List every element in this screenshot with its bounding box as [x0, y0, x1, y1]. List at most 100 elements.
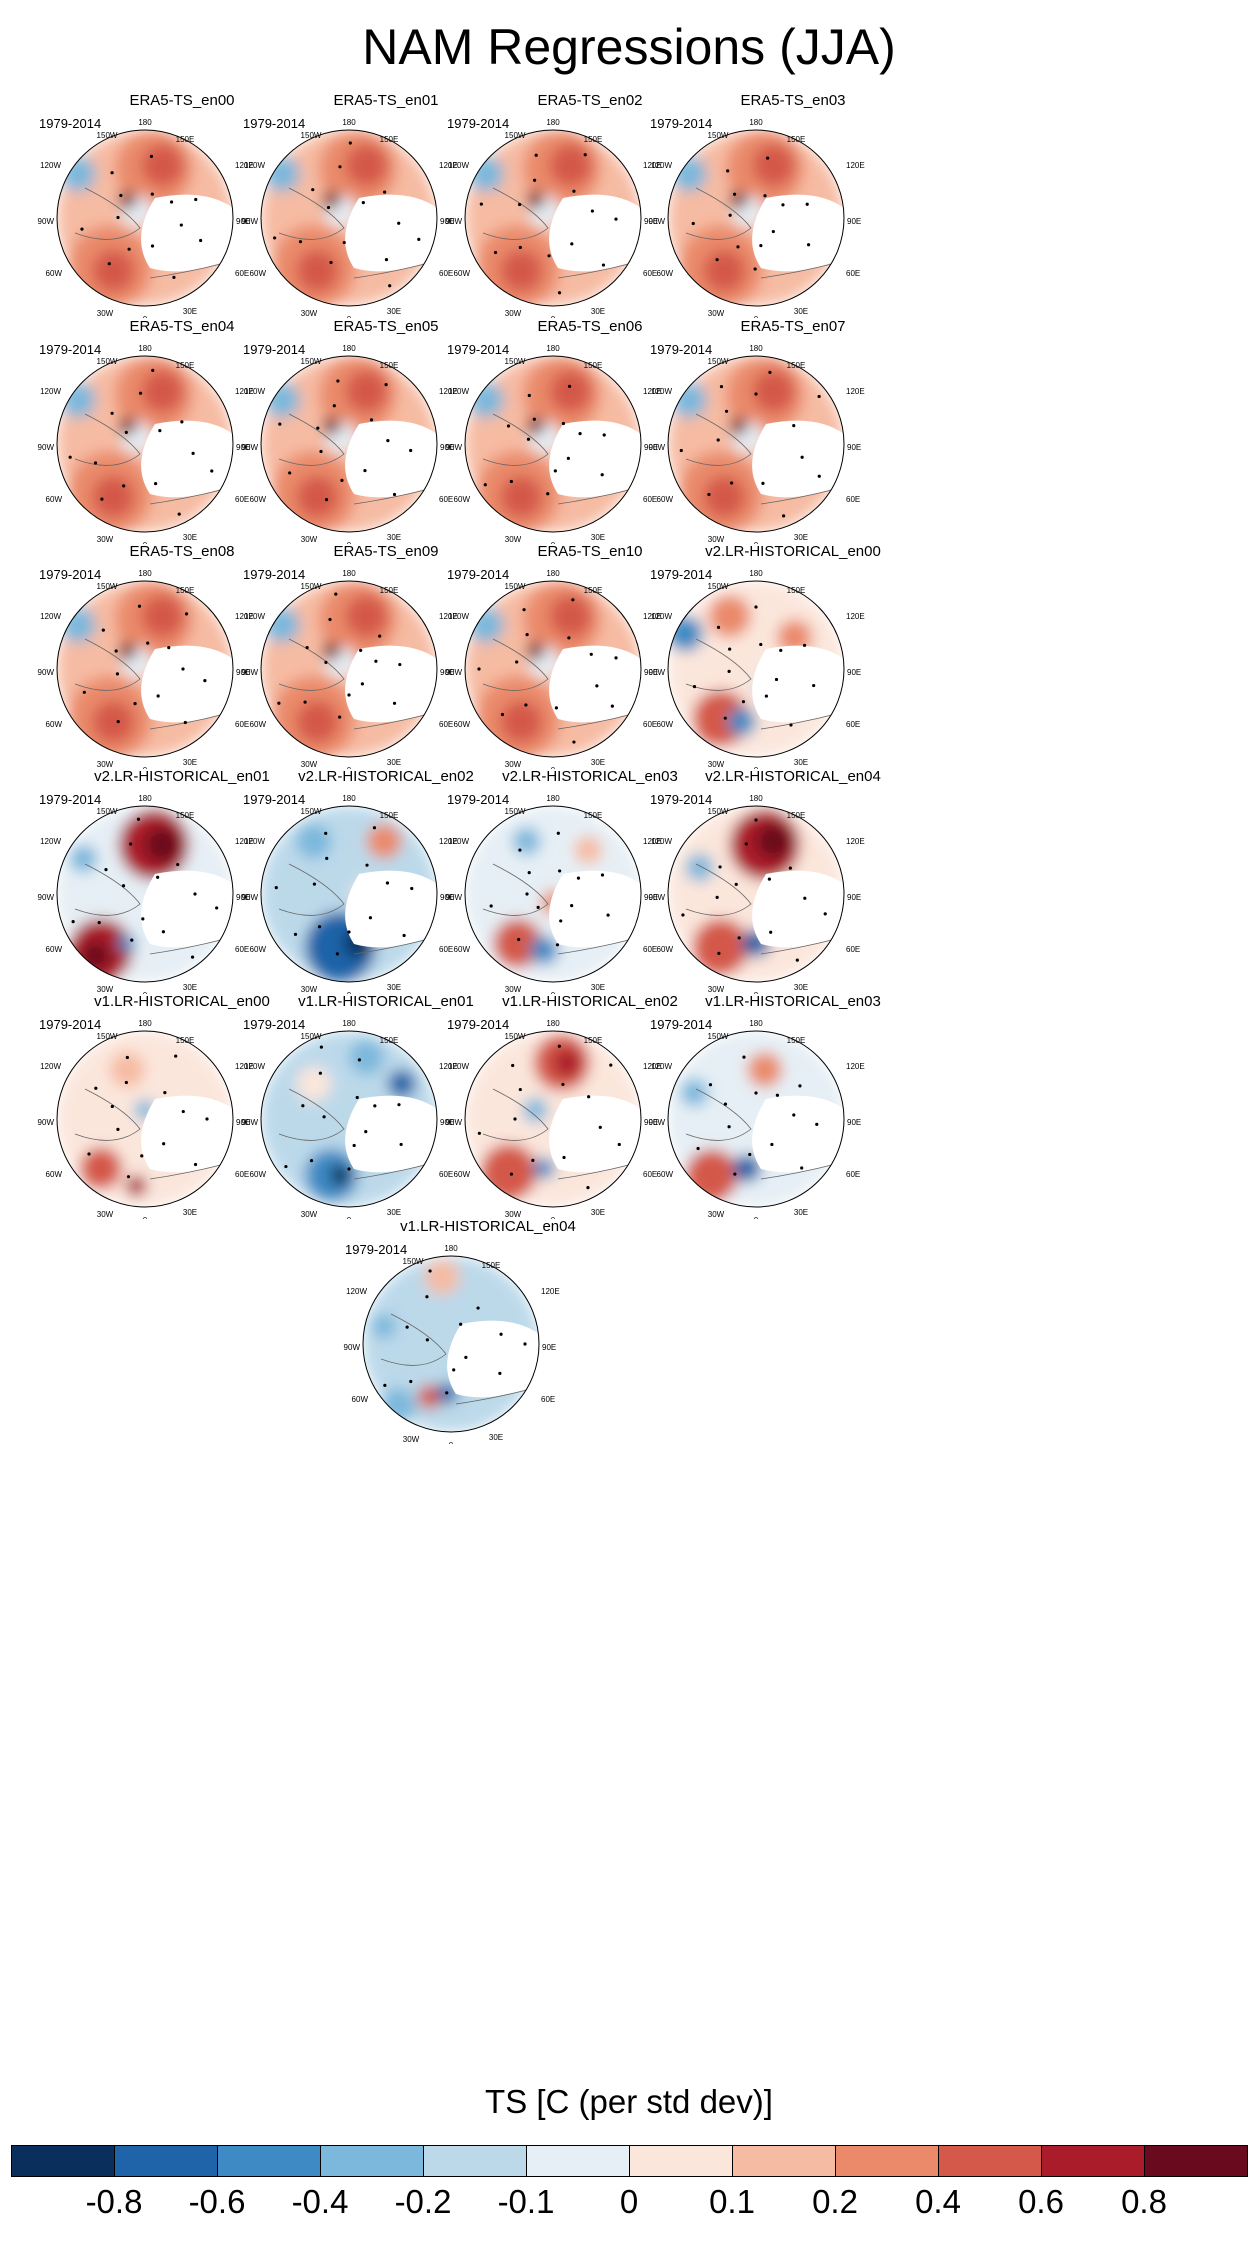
significance-dot [116, 719, 120, 724]
longitude-label: 150E [787, 811, 806, 820]
map-panel: v1.LR-HISTORICAL_en00 1979-2014 180 150W 150… [35, 993, 329, 1293]
longitude-label: 60E [439, 945, 453, 954]
significance-dot [781, 203, 785, 207]
panel-title: ERA5-TS_en01 [333, 92, 439, 109]
significance-dot [477, 1131, 481, 1135]
map-border [667, 129, 845, 307]
significance-dot [696, 1146, 700, 1151]
significance-dot [136, 817, 141, 821]
significance-dot [748, 1152, 752, 1157]
anomaly-blob [380, 1388, 416, 1424]
significance-dot [536, 905, 540, 909]
longitude-label: 90E [440, 668, 454, 677]
significance-dot [817, 394, 821, 399]
ocean-region [345, 870, 437, 948]
panel-period: 1979-2014 [243, 567, 306, 582]
panel-title: v2.LR-HISTORICAL_en01 [94, 768, 270, 785]
significance-dot [409, 1379, 413, 1384]
anomaly-blob [141, 144, 184, 187]
longitude-label: 90E [542, 1343, 556, 1352]
significance-dot [595, 684, 599, 688]
anomaly-blob [92, 249, 135, 292]
longitude-label: 120E [541, 1287, 560, 1296]
anomaly-blob [526, 642, 545, 661]
longitude-label: 30W [301, 760, 318, 769]
longitude-label: 120E [846, 161, 865, 170]
significance-dot [328, 617, 332, 622]
significance-dot [364, 1130, 368, 1134]
significance-dot [363, 468, 367, 473]
significance-dot [365, 863, 369, 867]
longitude-label: 90E [440, 1118, 454, 1127]
longitude-label: 60E [439, 1170, 453, 1179]
longitude-label: 120W [40, 1062, 61, 1071]
significance-dot [734, 882, 738, 886]
map-border [362, 1255, 540, 1433]
significance-dot [500, 712, 505, 717]
longitude-label: 120E [846, 612, 865, 621]
longitude-label: 60W [657, 720, 674, 729]
significance-dot [770, 1142, 774, 1147]
anomaly-blob [387, 1069, 416, 1098]
longitude-label: 90W [38, 1118, 55, 1127]
longitude-label: 120E [235, 837, 254, 846]
significance-dot [425, 1338, 429, 1342]
longitude-label: 120E [643, 837, 662, 846]
significance-dot [561, 1082, 565, 1086]
longitude-label: 90E [644, 668, 658, 677]
significance-dot [374, 659, 378, 663]
longitude-label: 90E [236, 217, 250, 226]
panel-title: v1.LR-HISTORICAL_en03 [705, 993, 881, 1010]
ocean-region [752, 420, 844, 498]
significance-dot [110, 171, 114, 175]
longitude-label: 0 [347, 991, 352, 994]
anomaly-blob [523, 1097, 548, 1123]
significance-dot [718, 865, 722, 869]
significance-dot [301, 1104, 305, 1108]
colorbar-tick-label: -0.8 [85, 2183, 143, 2220]
significance-dot [127, 247, 131, 251]
panel-period: 1979-2014 [650, 567, 713, 582]
anomaly-blob [727, 707, 756, 736]
significance-dot [572, 740, 576, 744]
colorbar-tick-label: -0.2 [394, 2183, 452, 2220]
longitude-label: 150E [584, 1036, 603, 1045]
longitude-label: 30W [97, 760, 114, 769]
significance-dot [583, 153, 587, 157]
significance-dot [567, 384, 572, 388]
significance-dot [316, 426, 320, 430]
longitude-label: 90W [649, 1118, 666, 1127]
panel-title: v1.LR-HISTORICAL_en00 [94, 993, 270, 1010]
map-border [56, 805, 234, 983]
significance-dot [792, 423, 796, 428]
longitude-label: 150W [97, 357, 118, 366]
map-panel: ERA5-TS_en07 1979-2014 180 150W 150E 120W 120E… [646, 318, 940, 618]
significance-dot [518, 1087, 522, 1092]
colorbar-swatch [629, 2145, 733, 2177]
significance-dot [121, 884, 126, 888]
polar-map: 180 150W 150E 120W 120E 90W 90E 60W 60E 30W 30E 0 [242, 344, 458, 544]
longitude-label: 0 [551, 991, 556, 994]
significance-dot [378, 634, 382, 638]
panel-title: ERA5-TS_en06 [537, 318, 643, 335]
panel-period: 1979-2014 [39, 792, 102, 807]
significance-dot [399, 1142, 403, 1147]
longitude-label: 90W [242, 893, 259, 902]
ocean-region [345, 194, 437, 272]
significance-dot [525, 892, 529, 896]
significance-dot [284, 1164, 288, 1169]
significance-dot [617, 1142, 621, 1147]
longitude-label: 150E [584, 811, 603, 820]
longitude-label: 90E [236, 1118, 250, 1127]
ocean-region [345, 420, 437, 498]
significance-dot [800, 455, 804, 459]
significance-dot [600, 873, 605, 877]
map-border [56, 129, 234, 307]
significance-dot [764, 694, 768, 698]
map-border [260, 129, 438, 307]
significance-dot [452, 1368, 456, 1372]
anomaly-blob [81, 941, 110, 970]
longitude-label: 60E [846, 945, 860, 954]
anomaly-blob [345, 370, 388, 413]
polar-map: 180 150W 150E 120W 120E 90W 90E 60W 60E 30W 30E 0 [446, 569, 662, 769]
